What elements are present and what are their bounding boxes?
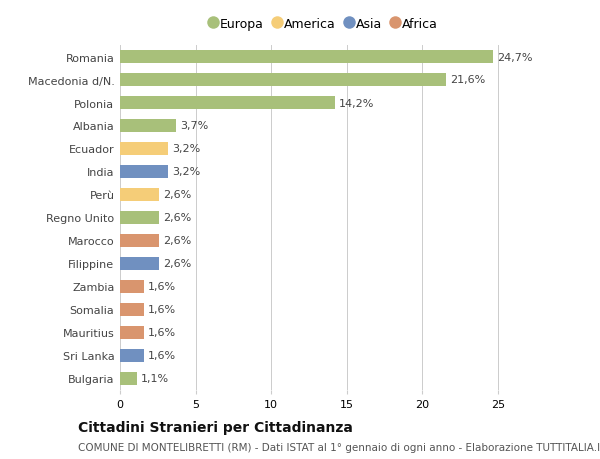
Bar <box>120 212 159 224</box>
Bar <box>120 235 159 247</box>
Bar <box>120 326 144 339</box>
Bar <box>120 120 176 133</box>
Bar <box>120 372 137 385</box>
Text: 1,6%: 1,6% <box>148 282 176 292</box>
Bar <box>120 166 169 179</box>
Bar <box>120 97 335 110</box>
Text: 2,6%: 2,6% <box>163 190 191 200</box>
Text: 3,2%: 3,2% <box>172 144 200 154</box>
Text: 1,6%: 1,6% <box>148 305 176 315</box>
Text: 2,6%: 2,6% <box>163 259 191 269</box>
Text: Cittadini Stranieri per Cittadinanza: Cittadini Stranieri per Cittadinanza <box>78 420 353 434</box>
Text: 2,6%: 2,6% <box>163 236 191 246</box>
Bar <box>120 143 169 156</box>
Text: 1,1%: 1,1% <box>140 374 169 384</box>
Bar <box>120 51 493 64</box>
Text: 14,2%: 14,2% <box>338 98 374 108</box>
Legend: Europa, America, Asia, Africa: Europa, America, Asia, Africa <box>210 18 438 31</box>
Text: COMUNE DI MONTELIBRETTI (RM) - Dati ISTAT al 1° gennaio di ogni anno - Elaborazi: COMUNE DI MONTELIBRETTI (RM) - Dati ISTA… <box>78 442 600 452</box>
Text: 1,6%: 1,6% <box>148 328 176 338</box>
Bar <box>120 280 144 293</box>
Bar <box>120 74 446 87</box>
Bar <box>120 349 144 362</box>
Text: 3,2%: 3,2% <box>172 167 200 177</box>
Bar <box>120 257 159 270</box>
Text: 24,7%: 24,7% <box>497 52 533 62</box>
Bar <box>120 303 144 316</box>
Text: 21,6%: 21,6% <box>450 75 485 85</box>
Text: 1,6%: 1,6% <box>148 351 176 361</box>
Text: 3,7%: 3,7% <box>179 121 208 131</box>
Bar <box>120 189 159 202</box>
Text: 2,6%: 2,6% <box>163 213 191 223</box>
